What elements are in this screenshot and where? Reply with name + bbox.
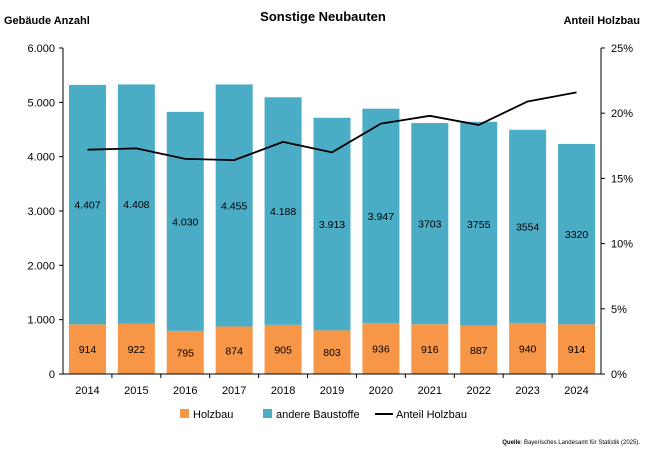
left-tick-label: 4.000 [27, 152, 55, 164]
x-tick-label-2017: 2017 [222, 385, 246, 397]
data-label-andere-2024: 3320 [565, 229, 589, 241]
x-tick-label-2020: 2020 [369, 385, 393, 397]
bar-label-group: 914 4.407 922 4.408 795 4.030 874 4.455 905 4.188… [74, 199, 588, 359]
bar-andere-2023 [509, 129, 547, 323]
data-label-holzbau-2015: 922 [128, 344, 146, 356]
data-label-andere-2017: 4.455 [221, 200, 247, 212]
bar-holzbau-2023 [509, 322, 547, 374]
data-label-andere-2019: 3.913 [319, 219, 345, 231]
right-axis-label: Anteil Holzbau [564, 15, 640, 27]
line-group [87, 91, 577, 162]
legend-label-1: andere Baustoffe [276, 409, 360, 421]
data-label-andere-2015: 4.408 [123, 199, 149, 211]
x-tick-label-2019: 2019 [320, 385, 344, 397]
left-tick-label: 2.000 [27, 260, 55, 272]
bar-holzbau-2022 [460, 325, 498, 374]
bar-holzbau-2020 [362, 323, 400, 374]
left-tick-label: 3.000 [27, 206, 55, 218]
left-axis-label: Gebäude Anzahl [4, 15, 90, 27]
left-tick-label: 6.000 [27, 43, 55, 55]
left-tick-label: 1.000 [27, 315, 55, 327]
data-label-andere-2018: 4.188 [270, 206, 296, 218]
legend: Holzbau andere Baustoffe Anteil Holzbau [180, 409, 467, 421]
bar-holzbau-2021 [411, 324, 449, 374]
data-label-andere-2020: 3.947 [368, 211, 394, 223]
x-tick-label-2018: 2018 [271, 385, 295, 397]
bar-andere-2016 [166, 111, 204, 331]
bar-holzbau-2018 [264, 324, 302, 374]
legend-swatch-1 [263, 409, 272, 418]
x-tick-label-2024: 2024 [564, 385, 588, 397]
right-tick-label: 10% [611, 239, 633, 251]
left-tick-label: 0 [49, 369, 55, 381]
legend-swatch-0 [180, 409, 189, 418]
data-label-andere-2014: 4.407 [74, 200, 100, 212]
x-tick-label-2021: 2021 [418, 385, 442, 397]
bar-holzbau-2016 [166, 330, 204, 374]
data-label-andere-2023: 3554 [516, 221, 540, 233]
data-label-andere-2022: 3755 [467, 219, 491, 231]
right-tick-label: 20% [611, 108, 633, 120]
data-label-andere-2016: 4.030 [172, 216, 198, 228]
data-label-holzbau-2018: 905 [274, 344, 292, 356]
bar-group [68, 84, 596, 374]
source-text: : Bayerisches Landesamt für Statistik (2… [521, 440, 641, 446]
bar-holzbau-2017 [215, 326, 253, 374]
bar-andere-2024 [558, 143, 596, 325]
right-tick-label: 15% [611, 173, 633, 185]
data-label-holzbau-2017: 874 [225, 345, 243, 357]
data-label-holzbau-2016: 795 [177, 347, 195, 359]
source-note: Quelle: Bayerisches Landesamt für Statis… [502, 440, 640, 446]
data-label-holzbau-2019: 803 [323, 347, 341, 359]
bar-holzbau-2019 [313, 330, 351, 374]
legend-label-2: Anteil Holzbau [396, 409, 467, 421]
chart-title: Sonstige Neubauten [260, 9, 386, 24]
bar-andere-2015 [117, 84, 155, 324]
bar-andere-2021 [411, 123, 449, 325]
bar-holzbau-2024 [558, 324, 596, 374]
bar-andere-2014 [68, 84, 106, 325]
left-tick-label: 5.000 [27, 97, 55, 109]
bar-andere-2017 [215, 84, 253, 327]
right-tick-label: 25% [611, 43, 633, 55]
data-label-holzbau-2014: 914 [79, 344, 97, 356]
data-label-holzbau-2020: 936 [372, 344, 390, 356]
data-label-holzbau-2023: 940 [519, 343, 537, 355]
bar-andere-2018 [264, 97, 302, 325]
data-label-andere-2021: 3703 [418, 219, 442, 231]
right-tick-label: 0% [611, 369, 627, 381]
bar-andere-2020 [362, 108, 400, 324]
source-label: Quelle [502, 440, 521, 446]
data-label-holzbau-2021: 916 [421, 344, 439, 356]
data-label-holzbau-2024: 914 [568, 344, 586, 356]
bar-andere-2022 [460, 121, 498, 326]
x-tick-label-2023: 2023 [515, 385, 539, 397]
x-tick-label-2014: 2014 [75, 385, 99, 397]
data-label-holzbau-2022: 887 [470, 345, 488, 357]
right-tick-label: 5% [611, 304, 627, 316]
bar-holzbau-2015 [117, 323, 155, 374]
line-anteil-holzbau [87, 91, 577, 162]
legend-label-0: Holzbau [193, 409, 233, 421]
x-tick-label-2015: 2015 [124, 385, 148, 397]
x-tick-label-2016: 2016 [173, 385, 197, 397]
bar-holzbau-2014 [68, 324, 106, 374]
axes-group: 0 1.000 2.000 3.000 4.000 5.000 6.000 0% 5% 10% 15… [27, 43, 633, 397]
x-tick-label-2022: 2022 [466, 385, 490, 397]
